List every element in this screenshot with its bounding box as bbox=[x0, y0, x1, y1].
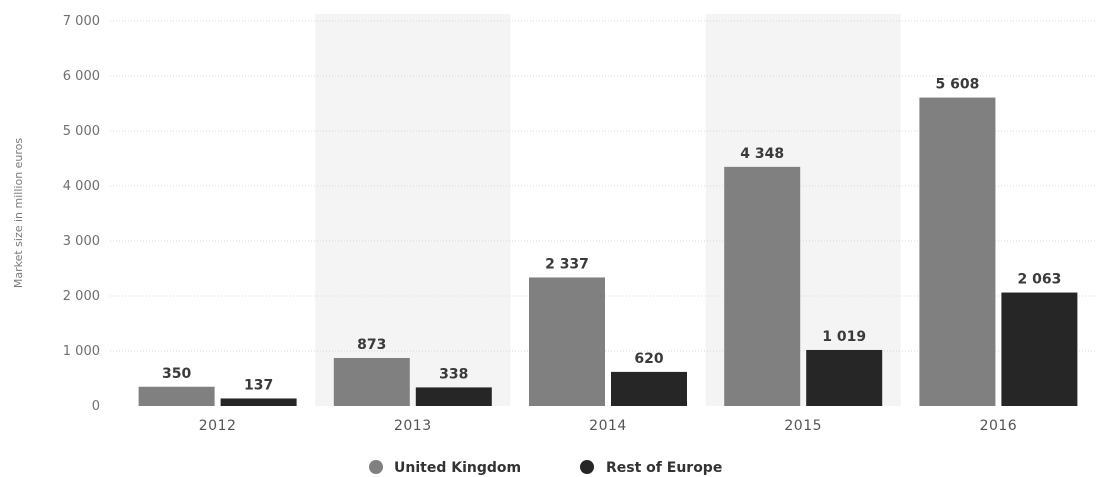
bar-rest-of-europe-2016 bbox=[1001, 292, 1078, 406]
data-label-united-kingdom-2013: 873 bbox=[357, 337, 386, 353]
bar-united-kingdom-2016 bbox=[919, 97, 996, 406]
y-tick-label: 4 000 bbox=[63, 179, 100, 194]
y-tick-label: 7 000 bbox=[63, 14, 100, 29]
y-axis-ticks: 0 1 000 2 000 3 000 4 000 5 000 6 000 7 000 bbox=[63, 14, 100, 414]
legend: United Kingdom Rest of Europe bbox=[369, 460, 722, 476]
bars bbox=[138, 97, 1078, 406]
data-label-united-kingdom-2012: 350 bbox=[162, 366, 191, 382]
legend-marker-united-kingdom bbox=[369, 460, 383, 474]
x-tick-label-2016: 2016 bbox=[980, 418, 1018, 434]
x-tick-label-2015: 2015 bbox=[784, 418, 822, 434]
y-tick-label: 6 000 bbox=[63, 69, 100, 84]
data-labels: 350 137 873 338 2 337 620 4 348 1 019 5 608 2 063 bbox=[162, 77, 1061, 394]
x-tick-label-2013: 2013 bbox=[394, 418, 432, 434]
y-tick-label: 2 000 bbox=[63, 289, 100, 304]
y-axis-label: Market size in million euros bbox=[12, 138, 25, 289]
bar-united-kingdom-2014 bbox=[529, 277, 605, 406]
y-tick-label: 0 bbox=[92, 399, 100, 414]
bar-rest-of-europe-2012 bbox=[220, 398, 297, 406]
data-label-united-kingdom-2015: 4 348 bbox=[740, 146, 784, 162]
x-axis-ticks: 2012 2013 2014 2015 2016 bbox=[199, 418, 1017, 434]
legend-marker-rest-of-europe bbox=[580, 460, 594, 474]
x-tick-label-2014: 2014 bbox=[589, 418, 627, 434]
bar-rest-of-europe-2015 bbox=[806, 349, 883, 406]
data-label-united-kingdom-2016: 5 608 bbox=[935, 77, 979, 93]
bar-united-kingdom-2015 bbox=[724, 166, 801, 406]
bar-rest-of-europe-2014 bbox=[611, 371, 687, 406]
legend-label-united-kingdom: United Kingdom bbox=[394, 460, 521, 476]
x-tick-label-2012: 2012 bbox=[199, 418, 237, 434]
data-label-rest-of-europe-2013: 338 bbox=[439, 366, 468, 382]
alternating-column-bands bbox=[315, 14, 901, 406]
bar-united-kingdom-2012 bbox=[138, 386, 215, 406]
data-label-united-kingdom-2014: 2 337 bbox=[545, 256, 589, 272]
band-2013 bbox=[315, 14, 511, 406]
data-label-rest-of-europe-2016: 2 063 bbox=[1017, 272, 1061, 288]
bar-rest-of-europe-2013 bbox=[415, 387, 492, 406]
bar-united-kingdom-2013 bbox=[333, 357, 410, 406]
y-tick-label: 3 000 bbox=[63, 234, 100, 249]
legend-label-rest-of-europe: Rest of Europe bbox=[606, 460, 722, 476]
data-label-rest-of-europe-2015: 1 019 bbox=[822, 329, 866, 345]
data-label-rest-of-europe-2014: 620 bbox=[634, 351, 663, 367]
y-tick-label: 5 000 bbox=[63, 124, 100, 139]
y-tick-label: 1 000 bbox=[63, 344, 100, 359]
data-label-rest-of-europe-2012: 137 bbox=[244, 377, 273, 393]
